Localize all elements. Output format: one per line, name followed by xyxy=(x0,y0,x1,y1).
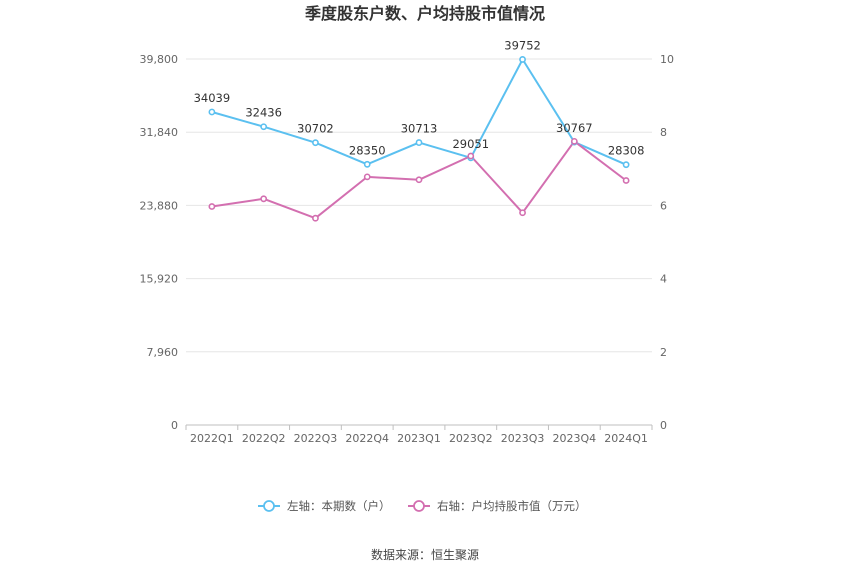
data-point-1 xyxy=(467,152,475,160)
data-label: 30702 xyxy=(297,122,334,136)
data-label: 28350 xyxy=(349,143,386,157)
left-tick-label: 31,840 xyxy=(140,126,179,139)
x-tick-label: 2022Q1 xyxy=(190,432,234,445)
data-point-1 xyxy=(415,176,423,184)
legend-swatch-marker xyxy=(413,500,425,512)
data-point-0 xyxy=(363,160,371,168)
x-tick-label: 2023Q1 xyxy=(397,432,441,445)
data-point-0 xyxy=(519,56,526,63)
data-label: 32436 xyxy=(245,106,282,120)
legend: 左轴：本期数（户） 右轴：户均持股市值（万元） xyxy=(258,499,587,513)
x-tick-label: 2022Q2 xyxy=(242,432,286,445)
x-tick-label: 2022Q4 xyxy=(345,432,389,445)
x-tick-label: 2023Q3 xyxy=(501,432,545,445)
data-label: 30713 xyxy=(401,122,438,136)
right-tick-label: 10 xyxy=(660,53,674,66)
data-point-1 xyxy=(312,214,319,222)
grid-lines xyxy=(186,58,652,353)
data-point-0 xyxy=(208,108,216,116)
left-tick-label: 15,920 xyxy=(140,273,179,286)
x-tick-label: 2022Q3 xyxy=(294,432,338,445)
left-tick-label: 7,960 xyxy=(147,346,179,359)
axes: 0 7,960 15,920 23,880 31,840 39,800 0 2 4 6 8 10 202… xyxy=(140,53,675,445)
series-lines xyxy=(211,58,627,220)
right-tick-label: 0 xyxy=(660,419,667,432)
chart-title: 季度股东户数、户均持股市值情况 xyxy=(304,4,545,23)
right-tick-label: 6 xyxy=(660,199,667,212)
legend-label: 右轴：户均持股市值（万元） xyxy=(437,499,587,513)
data-label: 34039 xyxy=(194,91,231,105)
x-tick-label: 2024Q1 xyxy=(604,432,648,445)
data-points xyxy=(208,56,630,222)
data-label: 29051 xyxy=(452,137,489,151)
data-label: 28308 xyxy=(608,144,645,158)
x-tick-label: 2023Q2 xyxy=(449,432,493,445)
data-point-1 xyxy=(622,177,630,184)
source-note: 数据来源：恒生聚源 xyxy=(371,547,479,562)
data-point-0 xyxy=(260,123,268,131)
left-tick-label: 0 xyxy=(171,419,178,432)
data-point-0 xyxy=(415,139,423,146)
data-point-0 xyxy=(622,161,630,169)
right-tick-label: 8 xyxy=(660,126,667,139)
data-label: 39752 xyxy=(504,38,541,52)
data-label: 30767 xyxy=(556,121,593,135)
legend-label: 左轴：本期数（户） xyxy=(287,499,391,513)
right-tick-label: 2 xyxy=(660,346,667,359)
x-tick-label: 2023Q4 xyxy=(553,432,597,445)
data-point-1 xyxy=(208,203,216,210)
legend-swatch-marker xyxy=(263,500,275,512)
data-point-1 xyxy=(260,195,268,203)
data-labels: 34039 32436 30702 28350 30713 29051 39752 30767… xyxy=(194,38,645,157)
data-point-0 xyxy=(312,139,319,147)
data-point-1 xyxy=(519,209,526,217)
data-point-1 xyxy=(570,137,578,145)
left-tick-label: 23,880 xyxy=(140,199,179,212)
data-point-1 xyxy=(363,173,371,181)
left-tick-label: 39,800 xyxy=(140,53,179,66)
right-tick-label: 4 xyxy=(660,273,667,286)
